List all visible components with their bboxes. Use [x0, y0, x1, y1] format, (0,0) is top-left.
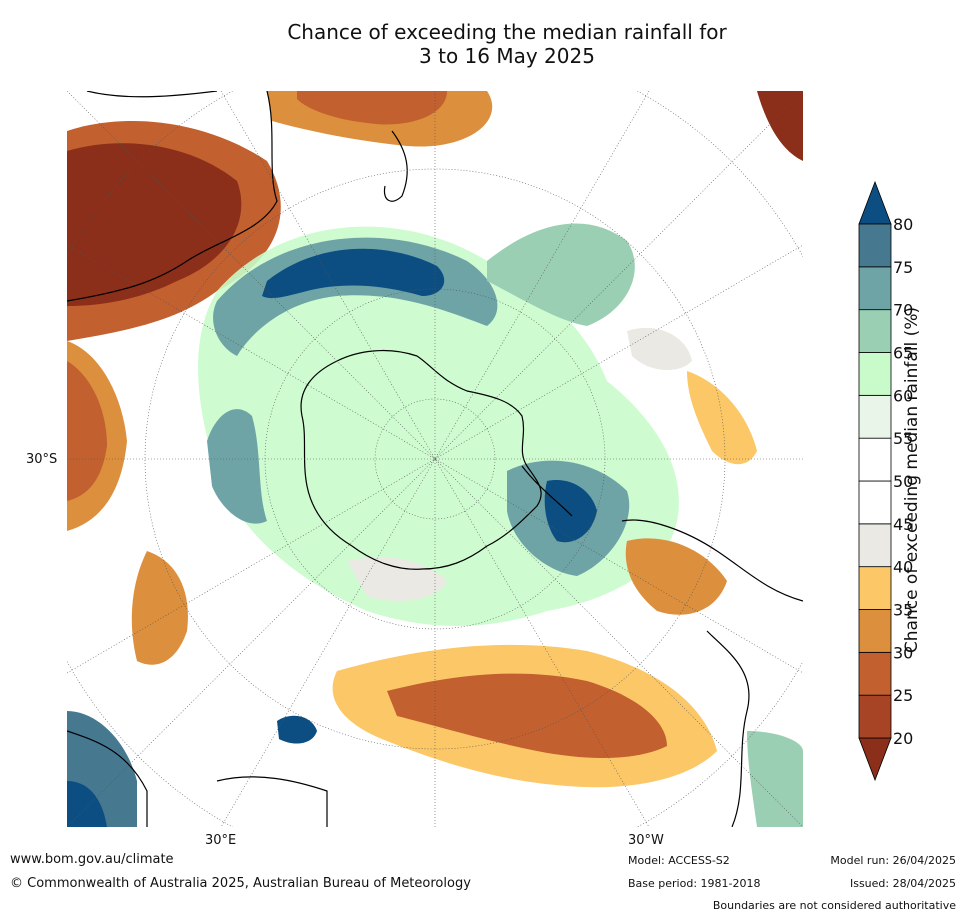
colorbar-segment [858, 651, 892, 696]
australia-coastline [67, 91, 278, 302]
colorbar-segment [858, 223, 892, 268]
footer-issued: Issued: 28/04/2025 [849, 877, 956, 890]
colorbar-tick-label: 65 [893, 344, 913, 363]
colorbar-tick-label: 40 [893, 558, 913, 577]
very-wet-corner-sw [67, 781, 107, 827]
colorbar-segment [858, 309, 892, 353]
footer-copyright: © Commonwealth of Australia 2025, Austra… [10, 876, 471, 891]
colorbar-extend-bottom [858, 737, 892, 782]
colorbar-extend-top [858, 180, 892, 225]
very-wet-band-northwest [262, 248, 445, 299]
wet-band-southeast [487, 223, 635, 326]
title-line-1: Chance of exceeding the median rainfall … [287, 20, 727, 44]
new-zealand-coastline [383, 130, 408, 202]
dry-band-north-inner [297, 91, 447, 125]
colorbar-tick-label: 45 [893, 515, 913, 534]
footer-model-run: Model run: 26/04/2025 [830, 854, 956, 867]
colorbar-tick-label: 25 [893, 686, 913, 705]
lon-label-west: 30°W [628, 833, 664, 848]
colorbar-tick-label: 80 [893, 215, 913, 234]
dry-band-south-inner [387, 673, 667, 758]
africa-coastline [67, 730, 328, 827]
colorbar-segment [858, 266, 892, 311]
dry-corner-ne [757, 91, 803, 161]
wet-patch-south [277, 715, 317, 744]
dry-band-southwest [131, 551, 188, 665]
wet-band-west [207, 409, 267, 524]
footer-url[interactable]: www.bom.gov.au/climate [10, 852, 174, 867]
map-title: Chance of exceeding the median rainfall … [67, 20, 947, 68]
graticule [67, 91, 803, 827]
colorbar-tick-label: 75 [893, 258, 913, 277]
near-normal-patch-1 [347, 557, 447, 601]
lon-label-east: 30°E [205, 833, 237, 848]
rainfall-map [67, 91, 803, 827]
colorbar: 20 25 30 35 40 45 50 55 60 65 70 75 80 [858, 180, 913, 782]
colorbar-tick-label: 20 [893, 729, 913, 748]
colorbar-segment [858, 609, 892, 653]
colorbar-segment [858, 694, 892, 739]
near-normal-patch-2 [627, 327, 692, 371]
very-dry-region-australia [67, 143, 242, 306]
colorbar-segment [858, 394, 892, 439]
colorbar-tick-label: 60 [893, 386, 913, 405]
colorbar-tick-label: 55 [893, 429, 913, 448]
lat-label: 30°S [26, 452, 58, 467]
south-america-coastline [621, 519, 803, 827]
colorbar-title: Chance of exceeding median rainfall (%) [902, 306, 922, 654]
dry-region-west-inner [67, 361, 107, 501]
antarctic-peninsula [521, 465, 573, 517]
colorbar-tick-label: 35 [893, 601, 913, 620]
very-wet-patch-drake [544, 480, 597, 543]
colorbar-segment [858, 523, 892, 568]
colorbar-segment [858, 437, 892, 482]
colorbar-tick-label: 30 [893, 643, 913, 662]
colorbar-segment [858, 480, 892, 525]
title-line-2: 3 to 16 May 2025 [419, 44, 595, 68]
colorbar-segment [858, 566, 892, 610]
colorbar-segment [858, 352, 892, 396]
colorbar-tick-label: 50 [893, 472, 913, 491]
wet-corner-se [747, 731, 803, 827]
footer-base-period: Base period: 1981-2018 [628, 877, 761, 890]
footer-model: Model: ACCESS-S2 [628, 854, 730, 867]
colorbar-tick-label: 70 [893, 301, 913, 320]
footer-disclaimer: Boundaries are not considered authoritat… [712, 899, 956, 912]
dry-region-south-america [625, 538, 727, 615]
